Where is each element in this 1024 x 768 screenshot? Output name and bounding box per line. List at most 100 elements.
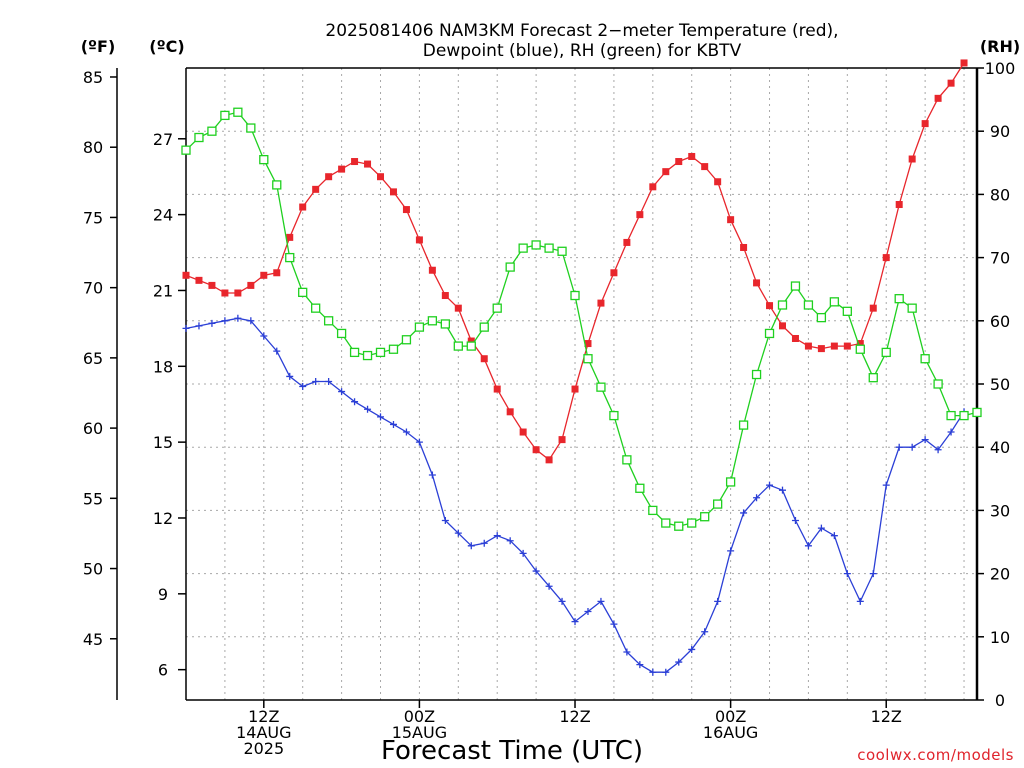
dewpoint-point: [571, 618, 579, 626]
rh-point: [868, 373, 878, 383]
2-meter-temperature-point: [908, 155, 916, 163]
2-meter-temperature-point: [195, 276, 203, 284]
2-meter-temperature-point: [830, 342, 838, 350]
rh-tick-label: 90: [990, 122, 1010, 141]
2-meter-temperature-point: [351, 158, 359, 166]
dewpoint-point: [817, 524, 825, 532]
dewpoint-point: [377, 413, 385, 421]
2-meter-temperature-point: [856, 340, 864, 348]
dewpoint-point: [299, 383, 307, 391]
rh-point: [401, 335, 412, 345]
rh-point: [881, 347, 891, 358]
dewpoint-point: [934, 446, 942, 454]
rh-tick-label: 70: [990, 249, 1010, 268]
rh-point: [544, 243, 554, 253]
unit-label-rh: (RH): [980, 37, 1020, 56]
time-tick-label: 12Z: [559, 707, 590, 726]
dewpoint-point: [895, 443, 903, 451]
2-meter-temperature-point: [727, 216, 735, 224]
2-meter-temperature-point: [415, 236, 423, 244]
2-meter-temperature-point: [895, 201, 903, 209]
fahrenheit-tick-label: 45: [83, 630, 103, 649]
dewpoint-point: [545, 582, 553, 590]
2-meter-temperature-point: [740, 243, 748, 251]
x-axis-label: Forecast Time (UTC): [381, 736, 643, 766]
celsius-tick-label: 15: [153, 433, 173, 452]
time-tick-label: 12Z: [248, 707, 279, 726]
2-meter-temperature-point: [234, 289, 242, 297]
2-meter-temperature-point: [584, 340, 592, 348]
credit-text: coolwx.com/models: [857, 746, 1014, 764]
2-meter-temperature-point: [597, 299, 605, 307]
celsius-tick-label: 12: [153, 509, 173, 528]
rh-point: [920, 354, 930, 364]
dewpoint-point: [351, 398, 359, 406]
dewpoint-point: [221, 317, 229, 325]
fahrenheit-tick-label: 50: [83, 560, 103, 579]
time-tick-label: 16AUG: [703, 723, 758, 742]
rh-point: [466, 341, 476, 351]
2-meter-temperature-point: [402, 206, 410, 214]
dewpoint-point: [740, 509, 748, 517]
dewpoint-point: [558, 597, 566, 605]
dewpoint-point: [428, 471, 436, 479]
2-meter-temperature-point: [467, 337, 475, 345]
chart-title-line-2: Dewpoint (blue), RH (green) for KBTV: [423, 41, 742, 61]
rh-point: [946, 410, 956, 421]
rh-point: [816, 312, 827, 323]
dewpoint-point: [493, 532, 501, 540]
dewpoint-point: [208, 319, 216, 327]
rh-axis: 0 10 20 30 40 50 60 70 80 90 100: [977, 59, 1015, 710]
rh-point: [842, 306, 852, 316]
rh-point: [259, 154, 269, 165]
2-meter-temperature-point: [688, 152, 696, 160]
dewpoint-point: [649, 668, 657, 676]
rh-point: [492, 303, 502, 313]
dewpoint-point: [467, 542, 475, 550]
rh-point: [661, 518, 671, 528]
rh-point: [855, 344, 865, 354]
rh-point: [907, 303, 917, 313]
rh-point: [700, 512, 710, 522]
2-meter-temperature-point: [221, 289, 229, 297]
rh-point: [713, 499, 723, 509]
rh-tick-label: 10: [990, 628, 1010, 647]
rh-point: [648, 505, 658, 516]
2-meter-temperature-point: [389, 188, 397, 196]
rh-point: [725, 477, 736, 487]
dewpoint-point: [778, 486, 786, 494]
time-tick-label: 00Z: [715, 707, 746, 726]
rh-point: [505, 262, 515, 272]
2-meter-temperature-point: [454, 304, 462, 312]
rh-point: [622, 455, 632, 465]
rh-point: [285, 252, 295, 263]
rh-tick-label: 40: [990, 438, 1010, 457]
2-meter-temperature-point: [636, 211, 644, 219]
rh-point: [362, 350, 373, 361]
2-meter-temperature-point: [364, 160, 372, 168]
rh-point: [298, 287, 308, 298]
dewpoint-point: [247, 317, 255, 325]
dewpoint-point: [338, 388, 346, 396]
rh-point: [777, 300, 788, 310]
2-meter-temperature-point: [208, 281, 216, 289]
rh-point: [738, 420, 749, 430]
dewpoint-point: [662, 668, 670, 676]
2-meter-temperature-point: [623, 238, 631, 246]
rh-point: [453, 341, 463, 351]
2-meter-temperature-point: [662, 168, 670, 176]
2-meter-temperature-point: [545, 456, 553, 464]
2-meter-temperature-point: [480, 355, 488, 363]
dewpoint-point: [182, 324, 190, 332]
fahrenheit-tick-label: 80: [83, 138, 103, 157]
unit-label-celsius: (ºC): [149, 37, 184, 56]
2-meter-temperature-point: [960, 59, 968, 67]
celsius-tick-label: 18: [153, 357, 173, 376]
dewpoint-point: [480, 539, 488, 547]
chart-title-line-1: 2025081406 NAM3KM Forecast 2−meter Tempe…: [325, 21, 838, 41]
2-meter-temperature-point: [493, 385, 501, 393]
rh-point: [427, 316, 438, 326]
fahrenheit-axis: 45 50 55 60 65 70 75 80 85: [83, 68, 117, 649]
